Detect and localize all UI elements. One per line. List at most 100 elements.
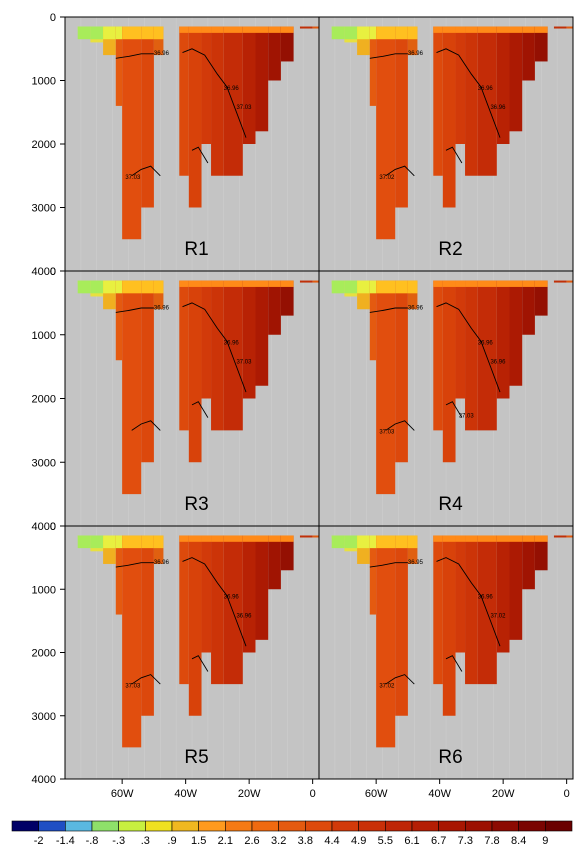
- x-tick-label: 60W: [365, 788, 388, 800]
- ocean-cell: [553, 26, 567, 29]
- y-tick-label: 1000: [32, 76, 56, 88]
- colorbar-label: .3: [141, 835, 150, 847]
- contour-label: 36.96: [490, 359, 506, 365]
- ocean-cell: [141, 535, 154, 716]
- ocean-cell: [509, 26, 523, 132]
- contour-label: 37.02: [490, 614, 506, 620]
- surface-cell: [395, 26, 408, 40]
- surface-cell: [188, 535, 202, 542]
- contour-line: [182, 48, 247, 138]
- contour-label: 36.96: [490, 105, 506, 111]
- y-tick-label: 0: [50, 12, 56, 24]
- ocean-cell: [553, 535, 567, 538]
- surface-cell: [90, 535, 104, 549]
- ocean-cell: [153, 26, 164, 56]
- surface-cell: [534, 280, 548, 287]
- surface-cell: [255, 26, 269, 33]
- surface-cell: [141, 280, 154, 294]
- ocean-cell: [534, 535, 548, 571]
- contour-line: [445, 401, 463, 418]
- surface-cell: [153, 280, 164, 294]
- surface-cell: [376, 535, 396, 549]
- panel-label: R6: [438, 747, 462, 768]
- surface-cell: [407, 26, 418, 40]
- contour-label: 36.96: [224, 340, 240, 346]
- panel-r1: 36.96 36.96 37.03 37.03 R1: [64, 16, 320, 272]
- contour-label: 37.02: [379, 683, 395, 689]
- ocean-cell: [280, 535, 294, 571]
- colorbar-label: 6.7: [431, 835, 446, 847]
- colorbar-swatch: [545, 820, 573, 832]
- surface-cell: [223, 280, 243, 287]
- colorbar-swatch: [438, 820, 466, 832]
- surface-cell: [344, 26, 358, 40]
- ocean-cell: [115, 26, 123, 106]
- surface-cell: [407, 280, 418, 294]
- surface-cell: [115, 535, 123, 549]
- surface-cell: [442, 280, 456, 287]
- surface-cell: [122, 280, 142, 294]
- ocean-cell: [188, 26, 202, 208]
- ocean-cell: [211, 280, 224, 431]
- surface-cell: [357, 280, 370, 294]
- ocean-cell: [122, 280, 142, 495]
- panel-r2: 36.96 36.96 36.96 37.02 R2: [318, 16, 574, 272]
- contour-label: 36.96: [224, 595, 240, 601]
- ocean-cell: [141, 280, 154, 463]
- surface-cell: [509, 280, 523, 287]
- y-tick-label: 1000: [32, 584, 56, 596]
- contour-label: 36.96: [478, 86, 494, 92]
- contour-label: 37.03: [236, 359, 252, 365]
- colorbar-swatch: [11, 820, 39, 832]
- surface-cell: [280, 26, 294, 33]
- contour-label: 37.03: [125, 175, 141, 181]
- ocean-cell: [153, 535, 164, 564]
- surface-cell: [211, 280, 224, 287]
- ocean-cell: [407, 26, 418, 56]
- contour-line: [445, 146, 463, 164]
- contour-label: 36.96: [154, 305, 170, 311]
- colorbar-swatch: [358, 820, 386, 832]
- contour-label: 36.96: [154, 51, 170, 57]
- contour-line: [385, 420, 415, 431]
- surface-cell: [141, 535, 154, 549]
- y-tick-label: 2000: [32, 648, 56, 660]
- colorbar-label: 4.9: [351, 835, 366, 847]
- ocean-cell: [442, 280, 456, 463]
- ocean-cell: [376, 280, 396, 495]
- colorbar-label: -.3: [112, 835, 125, 847]
- ocean-cell: [242, 535, 256, 653]
- ocean-cell: [407, 535, 418, 564]
- ocean-cell: [566, 26, 573, 29]
- colorbar-label: 4.4: [324, 835, 339, 847]
- colorbar-swatch: [91, 820, 119, 832]
- contour-label: 36.96: [154, 560, 170, 566]
- contour-line: [131, 420, 161, 431]
- ocean-cell: [268, 535, 281, 590]
- ocean-cell: [433, 280, 443, 431]
- ocean-cell: [534, 26, 548, 62]
- surface-cell: [407, 535, 418, 549]
- surface-cell: [496, 535, 510, 542]
- surface-cell: [153, 535, 164, 549]
- surface-cell: [522, 26, 535, 33]
- ocean-cell: [465, 535, 478, 685]
- contour-line: [191, 146, 209, 164]
- ocean-cell: [455, 280, 466, 399]
- surface-cell: [376, 26, 396, 40]
- colorbar-label: -1.4: [56, 835, 75, 847]
- panel-label: R4: [438, 494, 463, 515]
- surface-cell: [201, 280, 212, 287]
- ocean-cell: [122, 535, 142, 748]
- surface-cell: [122, 26, 142, 40]
- surface-cell: [103, 280, 116, 294]
- surface-cell: [395, 535, 408, 549]
- colorbar-swatch: [331, 820, 359, 832]
- panel-label: R3: [184, 494, 208, 515]
- ocean-cell: [522, 535, 535, 590]
- colorbar-label: 7.3: [458, 835, 473, 847]
- ocean-cell: [566, 280, 573, 283]
- panel-label: R5: [184, 747, 208, 768]
- surface-cell: [344, 280, 358, 294]
- panel-r4: 36.96 36.96 36.96 37.03 37.03 R4: [318, 270, 574, 527]
